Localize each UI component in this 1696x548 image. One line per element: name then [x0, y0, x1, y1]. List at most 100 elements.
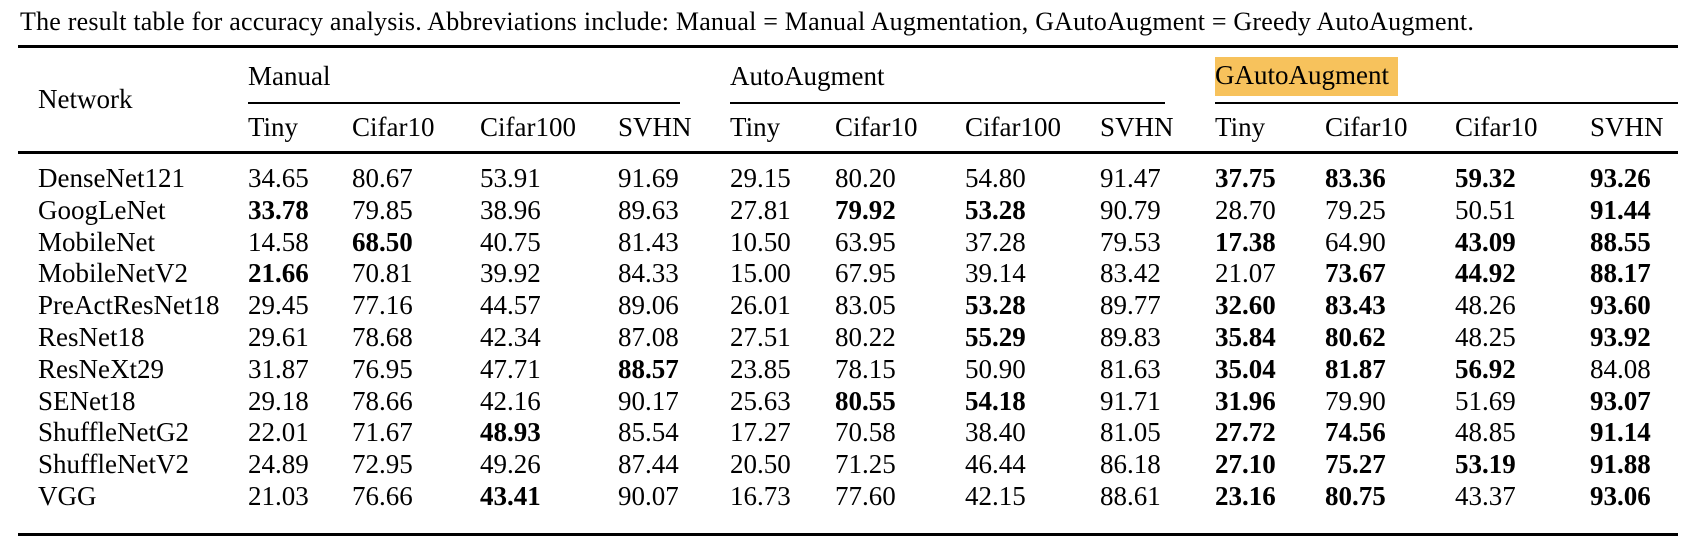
value-cell: 17.38 — [1215, 226, 1276, 257]
value-cell: 81.63 — [1100, 353, 1161, 384]
value-cell: 48.26 — [1455, 290, 1516, 321]
value-cell: 22.01 — [248, 417, 309, 448]
value-cell: 27.10 — [1215, 449, 1276, 480]
value-cell: 15.00 — [730, 258, 791, 289]
value-cell: 88.61 — [1100, 480, 1161, 511]
group-underline-rule — [248, 102, 681, 104]
subcolumn-header-tiny-2: Tiny — [1215, 104, 1326, 154]
value-cell: 48.93 — [480, 417, 541, 448]
subcolumn-header-cifar10-2: Cifar10 — [1325, 104, 1456, 154]
value-cell: 29.61 — [248, 321, 309, 352]
value-cell: 93.07 — [1590, 385, 1651, 416]
subcolumn-header-cifar10-2: Cifar10 — [1455, 104, 1591, 154]
value-cell: 93.92 — [1590, 321, 1651, 352]
value-cell: 80.20 — [835, 163, 896, 193]
value-cell: 29.45 — [248, 290, 309, 321]
value-cell: 42.34 — [480, 321, 541, 352]
value-cell: 90.17 — [618, 385, 679, 416]
value-cell: 80.62 — [1325, 321, 1386, 352]
value-cell: 40.75 — [480, 226, 541, 257]
value-cell: 78.15 — [835, 353, 896, 384]
value-cell: 23.85 — [730, 353, 791, 384]
value-cell: 38.40 — [965, 417, 1026, 448]
value-cell: 24.89 — [248, 449, 309, 480]
value-cell: 26.01 — [730, 290, 791, 321]
value-cell: 89.63 — [618, 194, 679, 225]
value-cell: 43.41 — [480, 480, 541, 511]
table-row: ShuffleNetV2 24.89 72.95 49.26 87.44 20.50 71.… — [18, 449, 1678, 481]
value-cell: 42.15 — [965, 480, 1026, 511]
value-cell: 27.51 — [730, 321, 791, 352]
table-row: MobileNet 14.58 68.50 40.75 81.43 10.50 63.95 3… — [18, 227, 1678, 259]
value-cell: 38.96 — [480, 194, 541, 225]
group-header-gautoaugment: GAutoAugment — [1215, 47, 1679, 104]
value-cell: 81.87 — [1325, 353, 1386, 384]
value-cell: 47.71 — [480, 353, 541, 384]
table-row: DenseNet121 34.65 80.67 53.91 91.69 29.15 80.2… — [18, 153, 1678, 195]
subcolumn-header-tiny-0: Tiny — [248, 104, 352, 154]
group-label-highlighted: GAutoAugment — [1215, 56, 1399, 96]
value-cell: 29.15 — [730, 163, 791, 193]
value-cell: 46.44 — [965, 449, 1026, 480]
group-underline-rule — [730, 102, 1166, 104]
value-cell: 55.29 — [965, 321, 1026, 352]
value-cell: 87.08 — [618, 321, 679, 352]
network-name: GoogLeNet — [38, 194, 166, 225]
value-cell: 76.95 — [352, 353, 413, 384]
value-cell: 63.95 — [835, 226, 896, 257]
value-cell: 54.80 — [965, 163, 1026, 193]
table-row: GoogLeNet 33.78 79.85 38.96 89.63 27.81 79.92 5… — [18, 195, 1678, 227]
value-cell: 53.91 — [480, 163, 541, 193]
value-cell: 31.87 — [248, 353, 309, 384]
network-name: MobileNet — [38, 226, 155, 257]
subcolumn-header-cifar10-1: Cifar10 — [835, 104, 966, 154]
value-cell: 79.25 — [1325, 194, 1386, 225]
value-cell: 70.58 — [835, 417, 896, 448]
value-cell: 37.75 — [1215, 163, 1276, 193]
value-cell: 77.16 — [352, 290, 413, 321]
value-cell: 89.77 — [1100, 290, 1161, 321]
value-cell: 27.72 — [1215, 417, 1276, 448]
value-cell: 93.06 — [1590, 480, 1651, 511]
value-cell: 89.06 — [618, 290, 679, 321]
value-cell: 88.57 — [618, 353, 679, 384]
value-cell: 80.67 — [352, 163, 413, 193]
value-cell: 88.55 — [1590, 226, 1651, 257]
subcolumn-header-cifar100-1: Cifar100 — [965, 104, 1101, 154]
results-table: Network Manual AutoAugment GAutoAugment Ti… — [18, 45, 1679, 536]
value-cell: 10.50 — [730, 226, 791, 257]
value-cell: 50.90 — [965, 353, 1026, 384]
table-row: MobileNetV2 21.66 70.81 39.92 84.33 15.00 67.9… — [18, 258, 1678, 290]
value-cell: 78.66 — [352, 385, 413, 416]
value-cell: 53.19 — [1455, 449, 1516, 480]
value-cell: 91.69 — [618, 163, 679, 193]
group-label: AutoAugment — [730, 60, 885, 91]
value-cell: 88.17 — [1590, 258, 1651, 289]
value-cell: 64.90 — [1325, 226, 1386, 257]
table-row: ShuffleNetG2 22.01 71.67 48.93 85.54 17.27 70.… — [18, 417, 1678, 449]
value-cell: 91.47 — [1100, 163, 1161, 193]
value-cell: 23.16 — [1215, 480, 1276, 511]
table-row: SENet18 29.18 78.66 42.16 90.17 25.63 80.55 54.… — [18, 386, 1678, 418]
subcolumn-header-row: Tiny Cifar10 Cifar100 SVHN Tiny Cifar10 Cifar1… — [18, 104, 1679, 154]
group-underline-rule — [1215, 102, 1679, 104]
value-cell: 39.14 — [965, 258, 1026, 289]
value-cell: 75.27 — [1325, 449, 1386, 480]
group-label: Manual — [248, 60, 331, 91]
value-cell: 91.88 — [1590, 449, 1651, 480]
table-body: DenseNet121 34.65 80.67 53.91 91.69 29.15 80.2… — [18, 153, 1678, 535]
value-cell: 21.07 — [1215, 258, 1276, 289]
subcolumn-header-tiny-1: Tiny — [730, 104, 836, 154]
table-row: PreActResNet18 29.45 77.16 44.57 89.06 26.01 8… — [18, 290, 1678, 322]
value-cell: 79.90 — [1325, 385, 1386, 416]
value-cell: 28.70 — [1215, 194, 1276, 225]
value-cell: 48.85 — [1455, 417, 1516, 448]
subcolumn-header-svhn-1: SVHN — [1100, 104, 1216, 154]
value-cell: 70.81 — [352, 258, 413, 289]
value-cell: 83.36 — [1325, 163, 1386, 193]
value-cell: 59.32 — [1455, 163, 1516, 193]
value-cell: 14.58 — [248, 226, 309, 257]
value-cell: 81.05 — [1100, 417, 1161, 448]
value-cell: 87.44 — [618, 449, 679, 480]
